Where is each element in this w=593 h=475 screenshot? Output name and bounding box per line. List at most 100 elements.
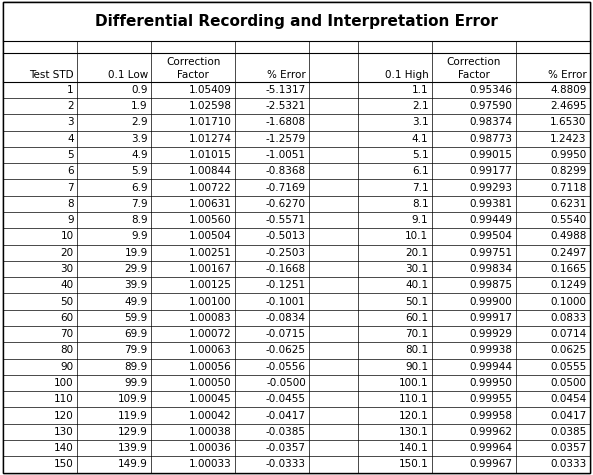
Text: 1.00083: 1.00083 bbox=[189, 313, 232, 323]
Text: Test STD: Test STD bbox=[29, 69, 74, 80]
Text: 1.02598: 1.02598 bbox=[189, 101, 232, 111]
Text: 130: 130 bbox=[54, 427, 74, 437]
Text: -0.2503: -0.2503 bbox=[266, 248, 306, 258]
Text: 0.99962: 0.99962 bbox=[469, 427, 512, 437]
Text: 1.00036: 1.00036 bbox=[189, 443, 232, 453]
Text: 0.9: 0.9 bbox=[131, 85, 148, 95]
Text: Factor: Factor bbox=[458, 69, 490, 80]
Text: 1.00050: 1.00050 bbox=[189, 378, 232, 388]
Text: 0.6231: 0.6231 bbox=[550, 199, 586, 209]
Text: -1.0051: -1.0051 bbox=[266, 150, 306, 160]
Text: 5: 5 bbox=[67, 150, 74, 160]
Text: 119.9: 119.9 bbox=[118, 410, 148, 421]
Text: 59.9: 59.9 bbox=[125, 313, 148, 323]
Text: 6.1: 6.1 bbox=[412, 166, 428, 176]
Text: 110: 110 bbox=[54, 394, 74, 404]
Text: 9.1: 9.1 bbox=[412, 215, 428, 225]
Text: 0.99964: 0.99964 bbox=[469, 443, 512, 453]
Text: 90: 90 bbox=[60, 362, 74, 372]
Text: 3.9: 3.9 bbox=[131, 133, 148, 144]
Text: 1.00844: 1.00844 bbox=[189, 166, 232, 176]
Text: 150.1: 150.1 bbox=[398, 459, 428, 469]
Text: -0.0625: -0.0625 bbox=[266, 345, 306, 355]
Text: 0.99955: 0.99955 bbox=[469, 394, 512, 404]
Text: 0.1665: 0.1665 bbox=[550, 264, 586, 274]
Text: -0.0417: -0.0417 bbox=[266, 410, 306, 421]
Text: 6.9: 6.9 bbox=[131, 182, 148, 192]
Text: 20.1: 20.1 bbox=[405, 248, 428, 258]
Text: 6: 6 bbox=[67, 166, 74, 176]
Text: 2.1: 2.1 bbox=[412, 101, 428, 111]
Text: 1.00125: 1.00125 bbox=[189, 280, 232, 290]
Bar bbox=[3, 147, 590, 163]
Bar bbox=[3, 131, 590, 147]
Text: 1.00042: 1.00042 bbox=[189, 410, 232, 421]
Text: 60.1: 60.1 bbox=[405, 313, 428, 323]
Text: -0.5571: -0.5571 bbox=[266, 215, 306, 225]
Text: 50: 50 bbox=[60, 296, 74, 306]
Text: 79.9: 79.9 bbox=[125, 345, 148, 355]
Text: 39.9: 39.9 bbox=[125, 280, 148, 290]
Text: 89.9: 89.9 bbox=[125, 362, 148, 372]
Text: 7.1: 7.1 bbox=[412, 182, 428, 192]
Text: 0.98773: 0.98773 bbox=[469, 133, 512, 144]
Text: -0.1251: -0.1251 bbox=[266, 280, 306, 290]
Text: 0.9950: 0.9950 bbox=[550, 150, 586, 160]
Text: -0.0500: -0.0500 bbox=[266, 378, 306, 388]
Text: 0.99449: 0.99449 bbox=[469, 215, 512, 225]
Text: -0.1668: -0.1668 bbox=[266, 264, 306, 274]
Text: 0.2497: 0.2497 bbox=[550, 248, 586, 258]
Text: 8.9: 8.9 bbox=[131, 215, 148, 225]
Bar bbox=[3, 342, 590, 359]
Text: 0.0333: 0.0333 bbox=[550, 459, 586, 469]
Text: -0.1001: -0.1001 bbox=[266, 296, 306, 306]
Text: -0.0455: -0.0455 bbox=[266, 394, 306, 404]
Text: 3: 3 bbox=[67, 117, 74, 127]
Text: -5.1317: -5.1317 bbox=[266, 85, 306, 95]
Text: 149.9: 149.9 bbox=[118, 459, 148, 469]
Text: 0.1249: 0.1249 bbox=[550, 280, 586, 290]
Text: 70.1: 70.1 bbox=[405, 329, 428, 339]
Text: -0.8368: -0.8368 bbox=[266, 166, 306, 176]
Text: 1.00560: 1.00560 bbox=[189, 215, 232, 225]
Bar bbox=[3, 196, 590, 212]
Text: % Error: % Error bbox=[548, 69, 586, 80]
Text: 40.1: 40.1 bbox=[405, 280, 428, 290]
Bar bbox=[3, 180, 590, 196]
Bar bbox=[3, 391, 590, 408]
Text: Differential Recording and Interpretation Error: Differential Recording and Interpretatio… bbox=[95, 14, 498, 29]
Text: 1.6530: 1.6530 bbox=[550, 117, 586, 127]
Text: 1.00056: 1.00056 bbox=[189, 362, 232, 372]
Text: 10.1: 10.1 bbox=[405, 231, 428, 241]
Text: 0.1 High: 0.1 High bbox=[385, 69, 428, 80]
Text: 0.99917: 0.99917 bbox=[469, 313, 512, 323]
Text: 129.9: 129.9 bbox=[118, 427, 148, 437]
Text: 1.00631: 1.00631 bbox=[189, 199, 232, 209]
Text: 2.9: 2.9 bbox=[131, 117, 148, 127]
Text: 0.97590: 0.97590 bbox=[470, 101, 512, 111]
Text: -0.0385: -0.0385 bbox=[266, 427, 306, 437]
Text: 0.0454: 0.0454 bbox=[550, 394, 586, 404]
Text: 5.1: 5.1 bbox=[412, 150, 428, 160]
Text: 0.99967: 0.99967 bbox=[469, 459, 512, 469]
Text: -2.5321: -2.5321 bbox=[266, 101, 306, 111]
Bar bbox=[3, 294, 590, 310]
Text: 100.1: 100.1 bbox=[399, 378, 428, 388]
Text: 30.1: 30.1 bbox=[405, 264, 428, 274]
Text: 1.1: 1.1 bbox=[412, 85, 428, 95]
Text: Correction: Correction bbox=[166, 57, 221, 67]
Text: 0.99015: 0.99015 bbox=[470, 150, 512, 160]
Text: 0.0833: 0.0833 bbox=[550, 313, 586, 323]
Text: 1: 1 bbox=[67, 85, 74, 95]
Text: 0.95346: 0.95346 bbox=[469, 85, 512, 95]
Bar bbox=[3, 359, 590, 375]
Bar bbox=[3, 163, 590, 180]
Text: -0.6270: -0.6270 bbox=[266, 199, 306, 209]
Bar bbox=[3, 277, 590, 294]
Text: 3.1: 3.1 bbox=[412, 117, 428, 127]
Text: 8.1: 8.1 bbox=[412, 199, 428, 209]
Bar bbox=[3, 408, 590, 424]
Text: 1.00167: 1.00167 bbox=[189, 264, 232, 274]
Text: 0.99900: 0.99900 bbox=[470, 296, 512, 306]
Text: 19.9: 19.9 bbox=[125, 248, 148, 258]
